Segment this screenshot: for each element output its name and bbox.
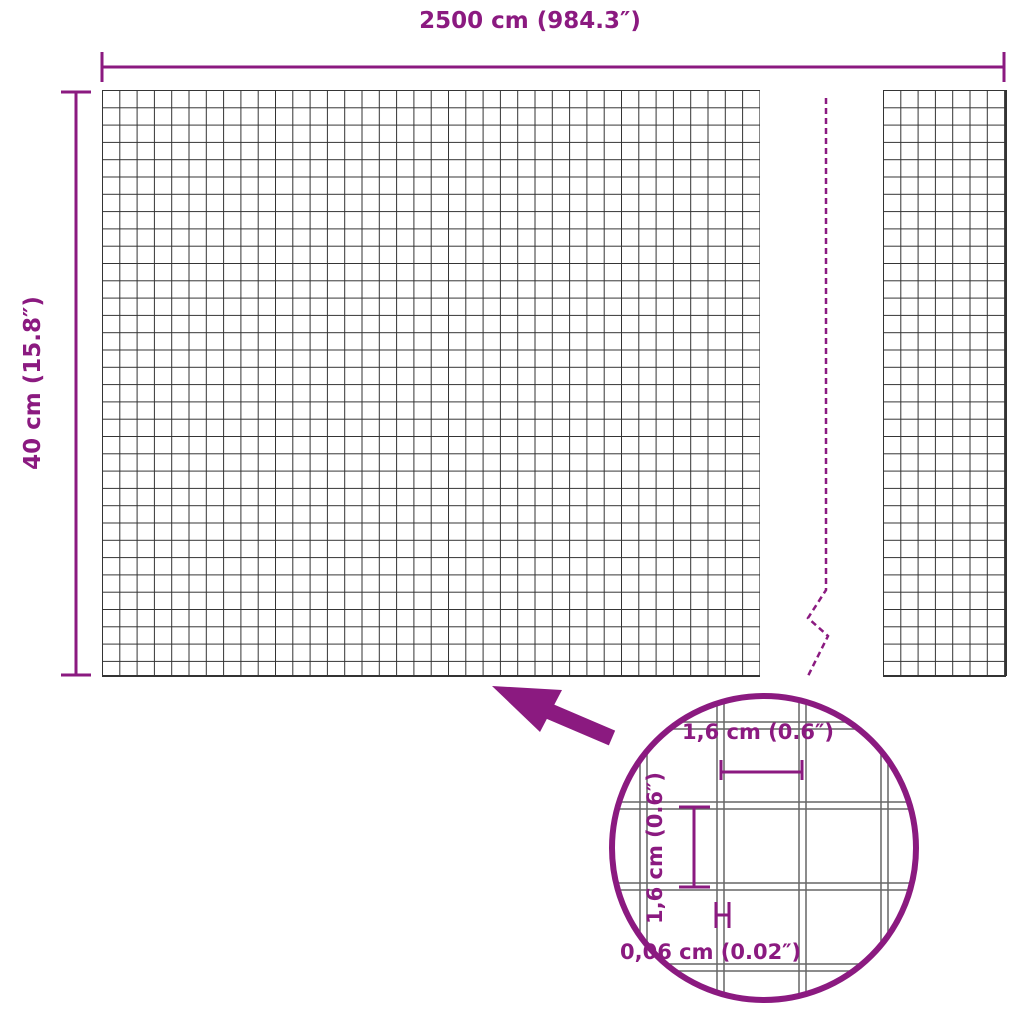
height-label: 40 cm (15.8″) [20, 296, 46, 470]
width-label: 2500 cm (984.3″) [419, 8, 641, 34]
mesh-panel-main [102, 90, 760, 676]
mesh-width-label: 1,6 cm (0.6″) [682, 720, 834, 744]
width-dimension-line [100, 52, 1006, 82]
mesh-height-label: 1,6 cm (0.6″) [643, 772, 667, 924]
zoom-arrow-icon [492, 686, 616, 746]
wire-thickness-label: 0,06 cm (0.02″) [620, 940, 802, 964]
height-dimension-line [61, 90, 91, 677]
break-line [806, 98, 830, 677]
mesh-panel-end [883, 90, 1006, 676]
